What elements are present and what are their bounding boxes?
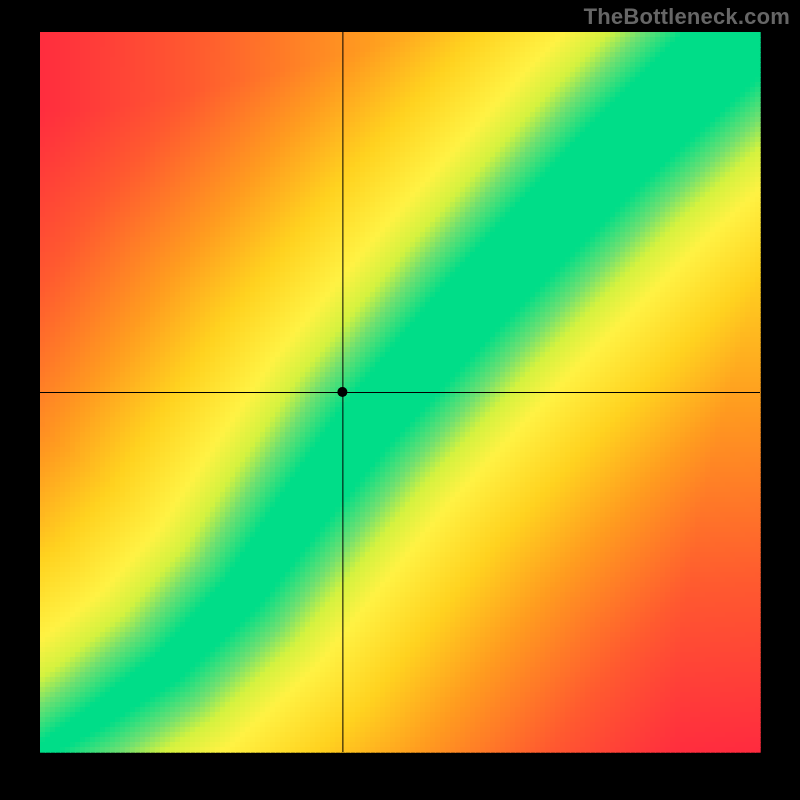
heatmap-plot [0, 0, 800, 800]
watermark-text: TheBottleneck.com [584, 4, 790, 30]
